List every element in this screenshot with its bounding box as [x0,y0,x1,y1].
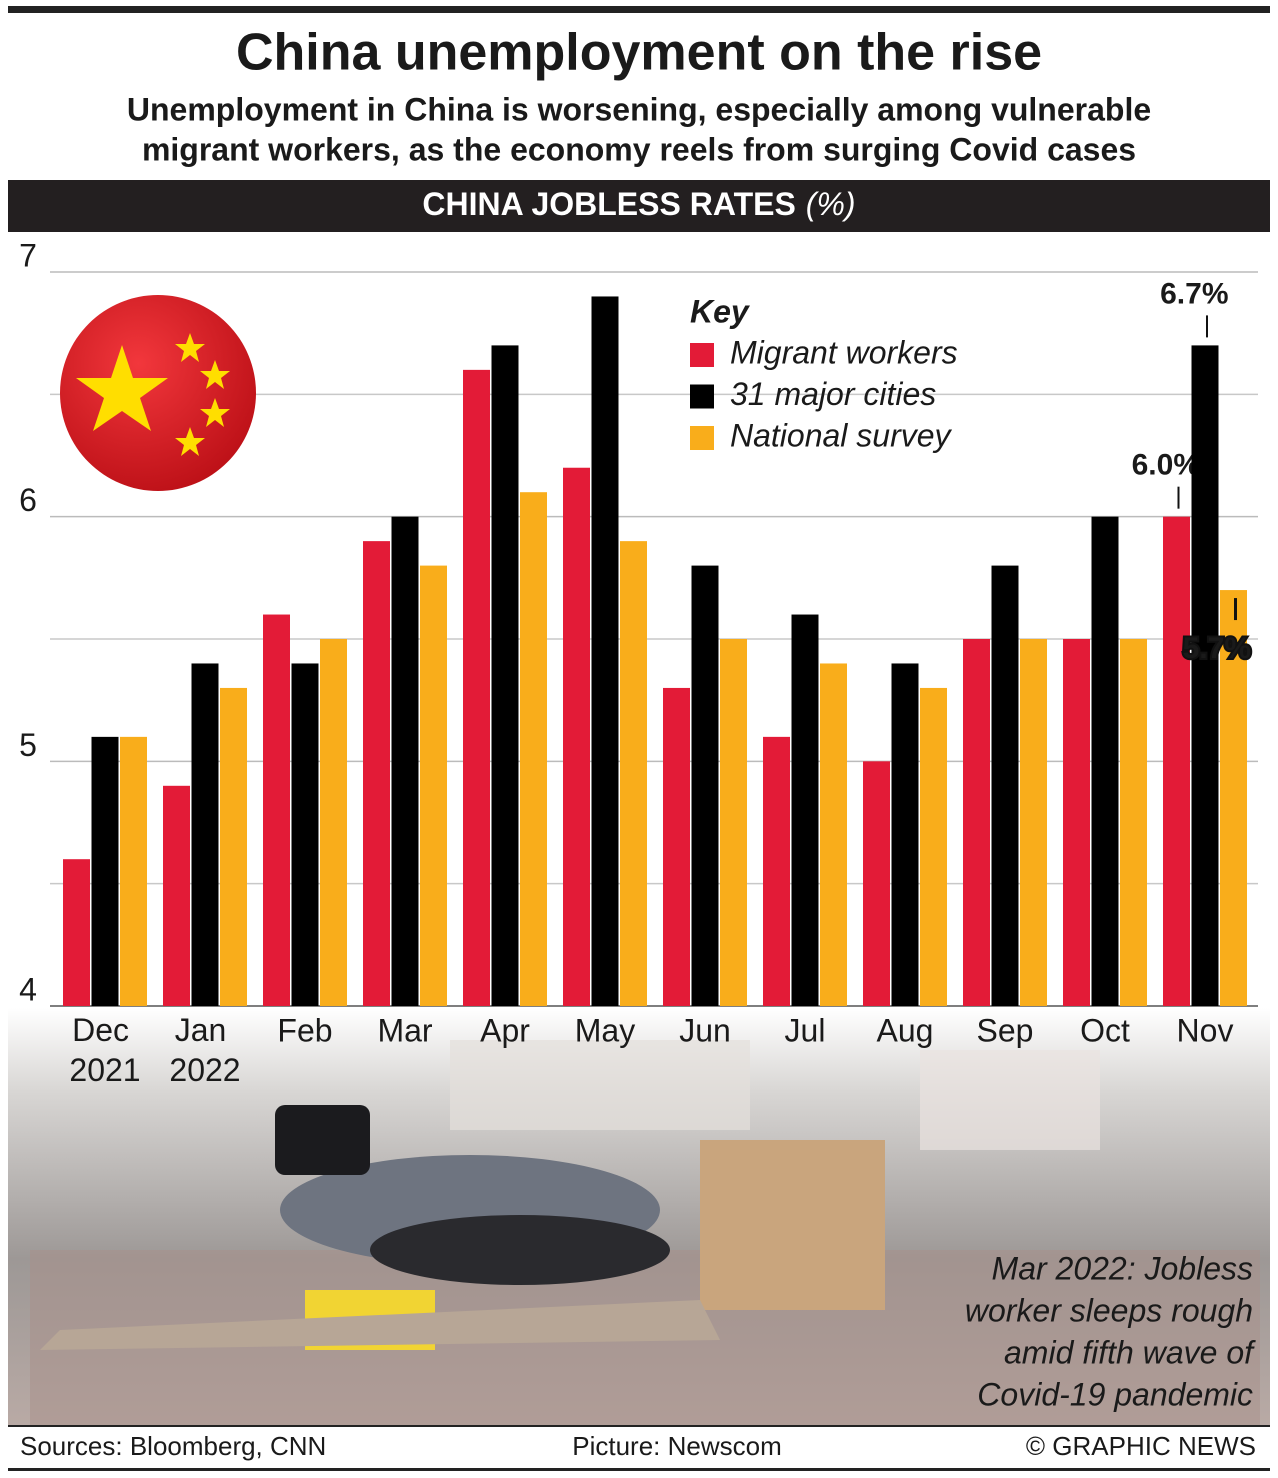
bar [1120,639,1147,1006]
bar [320,639,347,1006]
bar [63,859,90,1006]
x-tick-label: Oct [1080,1012,1130,1048]
value-label: 6.7% [1160,277,1228,310]
banner-title: CHINA JOBLESS RATES [422,186,795,222]
legend-swatch [690,384,714,409]
bar [420,565,447,1006]
legend-swatch [690,426,714,450]
bar [591,296,619,1006]
bar [1020,639,1047,1006]
bar [891,663,919,1006]
bar [291,663,319,1006]
bar [963,639,990,1006]
bar [491,345,519,1006]
y-tick-label: 6 [19,482,37,518]
bar [363,541,390,1006]
y-tick-label: 5 [19,727,37,763]
bar [520,492,547,1006]
bar [691,565,719,1006]
banner-text: CHINA JOBLESS RATES (%) [422,186,855,222]
x-tick-label: Dec 2021 [69,1012,140,1088]
bar [920,687,947,1006]
top-rule [8,6,1270,13]
sources: Sources: Bloomberg, CNN [20,1431,326,1461]
bar [820,663,847,1006]
legend-label: National survey [730,417,953,453]
caption: Mar 2022: Jobless [992,1250,1253,1286]
caption: amid fifth wave of [1004,1334,1256,1370]
banner-unit: (%) [806,186,856,222]
x-tick-label: Sep [977,1012,1034,1048]
bar [191,663,219,1006]
value-label: 6.0% [1132,449,1200,482]
x-tick-label: Aug [877,1012,934,1048]
subtitle: Unemployment in China is worsening, espe… [127,91,1151,127]
bar [863,761,890,1006]
china-flag [60,295,256,491]
bottom-rule [8,1468,1270,1471]
x-tick-label: Jun [679,1012,731,1048]
x-tick-label: Apr [480,1012,530,1048]
x-tick-line: Jan [175,1012,235,1048]
photo [8,1008,1270,1426]
picture-credit: Picture: Newscom [572,1431,782,1461]
plot: 4 5 6 7 6.0% 6.7% 5.7% Dec 2021 Jan 2022 Feb Mar Ap… [19,237,1258,1088]
bar [1091,516,1119,1006]
x-tick-label: Feb [277,1012,332,1048]
bar [391,516,419,1006]
bar [91,736,119,1006]
title: China unemployment on the rise [236,24,1042,82]
value-label: 5.7% [1183,632,1251,665]
subtitle: migrant workers, as the economy reels fr… [142,131,1136,167]
banner [8,180,1270,232]
bar [763,736,790,1006]
bar [1191,345,1219,1006]
bar [1063,639,1090,1006]
bar [463,369,490,1006]
x-tick-line: 2021 [69,1052,140,1088]
bar [1220,590,1247,1006]
legend-label: Migrant workers [730,334,958,370]
bar [620,541,647,1006]
legend-title: Key [690,293,751,329]
y-tick-label: 7 [19,237,37,273]
bar [120,736,147,1006]
x-tick-label: Mar [377,1012,432,1048]
legend: Migrant workers 31 major cities National s… [690,334,958,453]
bar [163,785,190,1006]
bar [791,614,819,1006]
x-tick-line: Dec [72,1012,138,1048]
x-tick-label: Jan 2022 [169,1012,240,1088]
x-tick-label: May [575,1012,635,1048]
footer-rule [8,1425,1270,1427]
caption: worker sleeps rough [965,1292,1253,1328]
x-tick-label: Jul [785,1012,826,1048]
caption: Covid-19 pandemic [977,1376,1253,1412]
x-tick-line: 2022 [169,1052,240,1088]
x-tick-label: Nov [1177,1012,1234,1048]
bar [720,639,747,1006]
bar [991,565,1019,1006]
bar [263,614,290,1006]
copyright: © GRAPHIC NEWS [1026,1431,1256,1461]
bar [563,467,590,1006]
legend-label: 31 major cities [730,376,936,412]
bar [220,687,247,1006]
y-tick-label: 4 [19,971,37,1007]
bar [663,687,690,1006]
bar [1163,516,1190,1006]
legend-swatch [690,343,714,367]
